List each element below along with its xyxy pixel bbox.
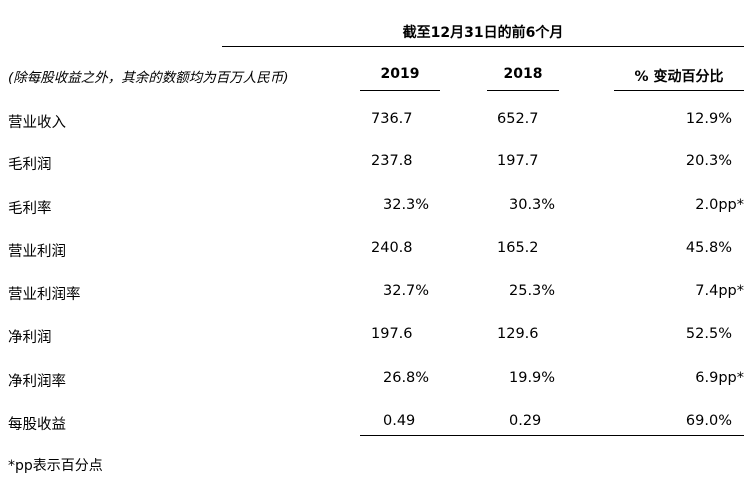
row-label: 每股收益: [8, 417, 66, 433]
value-change: 7.4pp*: [695, 283, 744, 299]
value-2019: 197.6: [371, 326, 413, 342]
value-2018: 30.3%: [509, 197, 556, 213]
value-2019: 237.8: [371, 153, 413, 169]
value-2018: 19.9%: [509, 370, 556, 386]
column-header-2018: 2018: [503, 66, 543, 82]
value-2019: 26.8%: [383, 370, 430, 386]
value-2018: 197.7: [497, 153, 539, 169]
column-rule-change: [614, 90, 744, 91]
row-label: 毛利润: [8, 157, 52, 173]
value-2019: 0.49: [383, 413, 416, 429]
column-header-change: % 变动百分比: [634, 69, 724, 85]
value-change: 6.9pp*: [695, 370, 744, 386]
row-label: 营业收入: [8, 115, 66, 131]
row-label: 净利润率: [8, 374, 66, 390]
value-2019: 32.7%: [383, 283, 430, 299]
row-label: 净利润: [8, 330, 52, 346]
row-label: 毛利率: [8, 201, 52, 217]
unit-note: (除每股收益之外，其余的数额均为百万人民币): [8, 70, 289, 86]
value-change: 52.5%: [685, 326, 732, 342]
footnote: *pp表示百分点: [8, 458, 103, 474]
value-change: 45.8%: [685, 240, 732, 256]
value-change: 12.9%: [685, 111, 732, 127]
row-label: 营业利润: [8, 244, 66, 260]
value-change: 20.3%: [685, 153, 732, 169]
header-rule: [222, 46, 744, 47]
column-header-2019: 2019: [380, 66, 420, 82]
value-change: 2.0pp*: [695, 197, 744, 213]
value-2018: 25.3%: [509, 283, 556, 299]
column-rule-2019: [360, 90, 440, 91]
value-2019: 240.8: [371, 240, 413, 256]
row-label: 营业利润率: [8, 287, 81, 303]
value-change: 69.0%: [685, 413, 732, 429]
column-rule-2018: [487, 90, 559, 91]
period-header: 截至12月31日的前6个月: [402, 25, 564, 41]
value-2018: 652.7: [497, 111, 539, 127]
value-2018: 129.6: [497, 326, 539, 342]
value-2019: 736.7: [371, 111, 413, 127]
value-2019: 32.3%: [383, 197, 430, 213]
value-2018: 165.2: [497, 240, 539, 256]
table-bottom-rule: [360, 435, 744, 436]
value-2018: 0.29: [509, 413, 542, 429]
